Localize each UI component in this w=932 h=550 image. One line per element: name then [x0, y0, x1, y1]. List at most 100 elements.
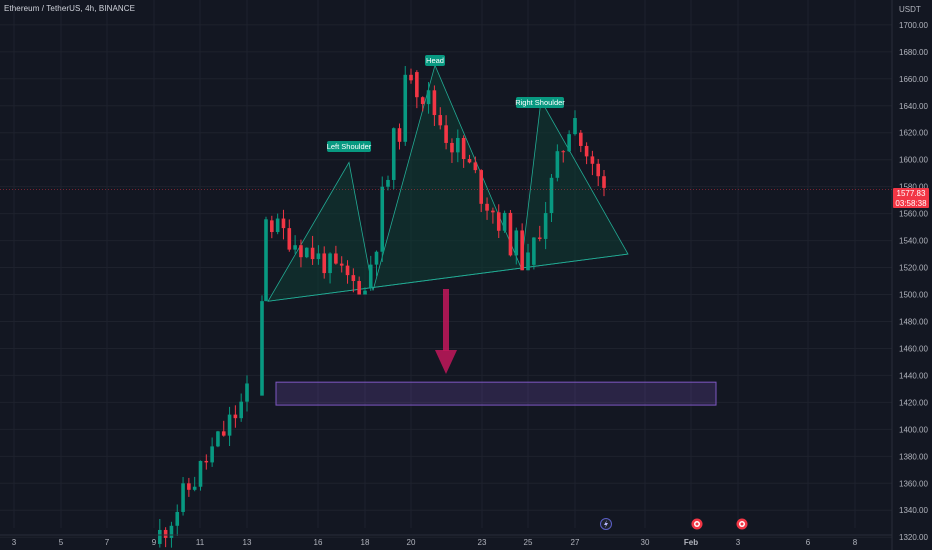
head-label: Head	[426, 56, 444, 65]
candle-body	[163, 529, 168, 538]
candle-body	[532, 237, 536, 265]
candle-body	[293, 245, 297, 250]
candle-body	[198, 460, 203, 487]
candle-body	[187, 483, 191, 490]
candle-body	[275, 218, 280, 233]
head-and-shoulders-pattern	[267, 64, 629, 302]
candle-body	[270, 220, 274, 233]
candle-body	[368, 264, 373, 288]
time-tick-label: 20	[407, 538, 416, 547]
time-tick-label: 11	[196, 538, 205, 547]
currency-label: USDT	[899, 5, 921, 14]
time-tick-label: 9	[152, 538, 157, 547]
candle-body	[415, 72, 419, 98]
price-tick-label: 1660.00	[899, 75, 928, 84]
candle-body	[158, 529, 162, 544]
candle-body	[221, 431, 226, 436]
right-shoulder-label: Right Shoulder	[515, 98, 565, 107]
candle-body	[549, 177, 554, 214]
time-tick-label: 6	[806, 538, 811, 547]
bar-countdown: 03:58:38	[895, 199, 927, 208]
candle-body	[450, 142, 454, 153]
candle-body	[496, 212, 501, 231]
last-price-tag: 1577.83 03:58:38	[893, 188, 929, 208]
candle-body	[403, 74, 408, 142]
candle-body	[397, 128, 402, 142]
candle-body	[508, 212, 513, 256]
candle-body	[169, 525, 174, 538]
price-tick-label: 1520.00	[899, 264, 928, 273]
candlestick-series	[158, 66, 606, 548]
candle-body	[555, 151, 560, 178]
price-tick-label: 1580.00	[899, 183, 928, 192]
candle-body	[561, 151, 566, 153]
candle-body	[227, 414, 232, 436]
right-shoulder-label-bg	[516, 97, 564, 108]
earnings-icon-dot	[740, 522, 744, 526]
candle-body	[181, 483, 185, 512]
candle-body	[537, 237, 542, 239]
candle-body	[602, 176, 606, 188]
candle-body	[391, 128, 396, 180]
price-tick-label: 1440.00	[899, 371, 928, 380]
candle-body	[216, 431, 220, 447]
candle-body	[590, 156, 595, 164]
time-tick-label: 16	[314, 538, 323, 547]
candle-body	[339, 263, 344, 266]
time-tick-label: Feb	[684, 538, 698, 547]
candle-body	[287, 228, 292, 250]
arrow-shaft	[443, 289, 449, 351]
price-tick-label: 1540.00	[899, 237, 928, 246]
candle-body	[281, 218, 286, 229]
symbol-title[interactable]: Ethereum / TetherUS, 4h, BINANCE	[4, 4, 136, 13]
candle-body	[456, 137, 460, 153]
candle-body	[322, 253, 327, 274]
target-zone-box	[275, 381, 717, 406]
candle-body	[444, 125, 448, 143]
candle-body	[374, 251, 379, 265]
candle-body	[260, 301, 264, 396]
price-tick-label: 1560.00	[899, 210, 928, 219]
time-tick-label: 18	[361, 538, 370, 547]
candle-body	[204, 460, 209, 463]
candle-body	[491, 210, 495, 213]
candle-body	[543, 213, 548, 239]
price-tick-label: 1600.00	[899, 156, 928, 165]
price-tick-label: 1360.00	[899, 479, 928, 488]
candle-body	[233, 414, 238, 419]
time-tick-label: 3	[736, 538, 741, 547]
time-tick-label: 23	[478, 538, 487, 547]
candle-body	[239, 401, 243, 419]
candle-body	[363, 290, 367, 295]
price-tick-label: 1680.00	[899, 48, 928, 57]
candle-body	[192, 486, 197, 490]
time-tick-label: 13	[243, 538, 252, 547]
candle-body	[345, 265, 350, 276]
candle-body	[210, 446, 214, 463]
price-tick-label: 1340.00	[899, 506, 928, 515]
time-axis[interactable]: 3 5 7 9 11 13 16 18 20 23 25 27 30 Feb 3 6 8	[0, 534, 892, 547]
price-tick-label: 1480.00	[899, 317, 928, 326]
candle-body	[596, 163, 600, 177]
time-tick-label: 3	[12, 538, 17, 547]
target-zone[interactable]	[275, 381, 717, 406]
candle-body	[316, 253, 321, 260]
candle-body	[351, 275, 356, 281]
candle-body	[584, 145, 589, 157]
candle-body	[386, 179, 390, 187]
price-tick-label: 1700.00	[899, 21, 928, 30]
candle-body	[264, 219, 268, 302]
candle-body	[520, 230, 524, 271]
price-tick-label: 1400.00	[899, 425, 928, 434]
candle-body	[409, 74, 413, 81]
candle-body	[420, 97, 425, 105]
event-icons[interactable]	[600, 518, 748, 530]
price-tick-label: 1620.00	[899, 129, 928, 138]
time-tick-label: 5	[59, 538, 64, 547]
candle-body	[526, 252, 530, 271]
candle-body	[502, 212, 507, 231]
time-tick-label: 25	[524, 538, 533, 547]
earnings-icon-dot	[695, 522, 699, 526]
